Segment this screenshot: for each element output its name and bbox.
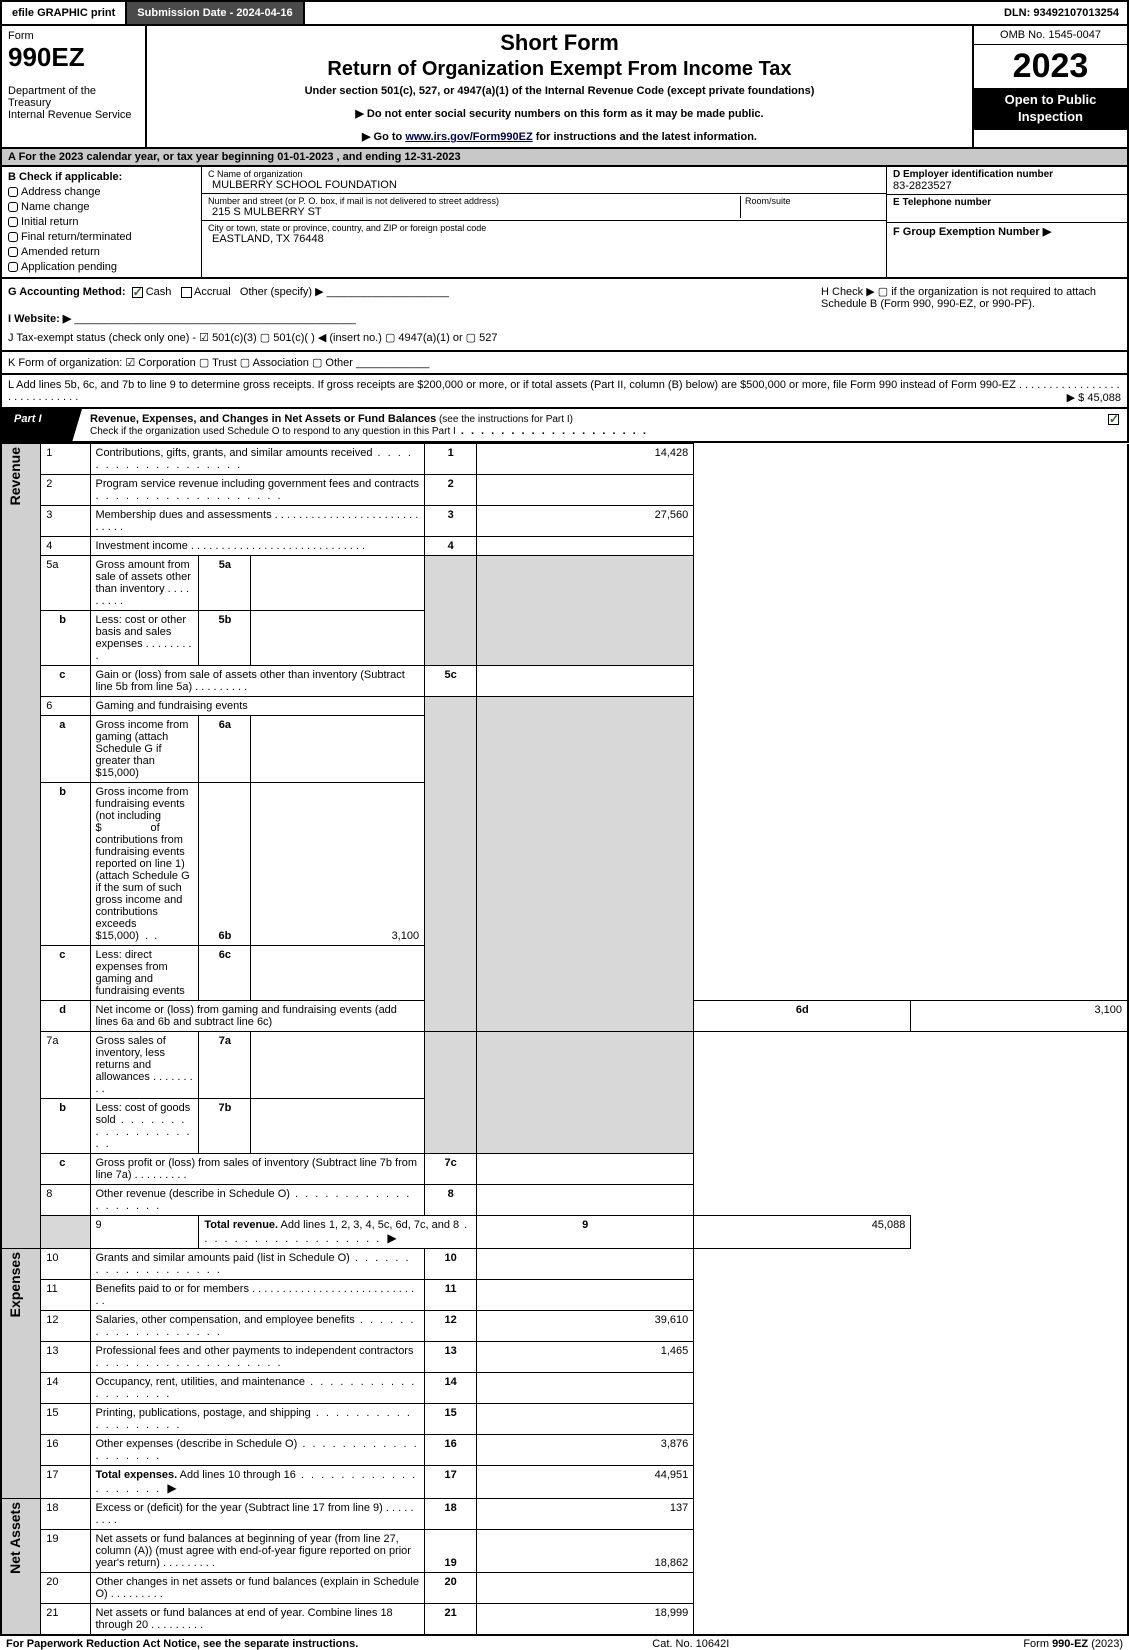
form-header: Form 990EZ Department of the Treasury In… <box>0 26 1129 149</box>
org-street: 215 S MULBERRY ST <box>208 206 740 218</box>
form-number: 990EZ <box>8 42 139 73</box>
column-c: C Name of organization MULBERRY SCHOOL F… <box>202 167 887 277</box>
e-row: E Telephone number <box>887 195 1127 223</box>
goto-prefix: ▶ Go to <box>362 131 405 143</box>
line-11: 11Benefits paid to or for members 11 <box>1 1280 1128 1311</box>
part1-sub: Check if the organization used Schedule … <box>90 426 456 437</box>
l-text: L Add lines 5b, 6c, and 7b to line 9 to … <box>8 379 1016 391</box>
chk-initial-return[interactable]: Initial return <box>8 216 195 228</box>
column-b: B Check if applicable: Address change Na… <box>2 167 202 277</box>
goto-line: ▶ Go to www.irs.gov/Form990EZ for instru… <box>155 130 964 143</box>
column-def: D Employer identification number 83-2823… <box>887 167 1127 277</box>
line-19: 19Net assets or fund balances at beginni… <box>1 1530 1128 1573</box>
line-9: 9Total revenue. Add lines 1, 2, 3, 4, 5c… <box>1 1216 1128 1249</box>
row-k: K Form of organization: ☑ Corporation ▢ … <box>0 352 1129 375</box>
row-l: L Add lines 5b, 6c, and 7b to line 9 to … <box>0 375 1129 409</box>
irs-link[interactable]: www.irs.gov/Form990EZ <box>405 131 532 143</box>
header-left: Form 990EZ Department of the Treasury In… <box>2 26 147 147</box>
line-20: 20Other changes in net assets or fund ba… <box>1 1573 1128 1604</box>
line-14: 14Occupancy, rent, utilities, and mainte… <box>1 1373 1128 1404</box>
footer-left: For Paperwork Reduction Act Notice, see … <box>6 1638 358 1650</box>
ssn-warning: ▶ Do not enter social security numbers o… <box>155 107 964 120</box>
inspection-badge: Open to Public Inspection <box>974 88 1127 130</box>
line-4: 4Investment income 4 <box>1 537 1128 556</box>
c-city-row: City or town, state or province, country… <box>202 221 886 247</box>
tax-year: 2023 <box>974 45 1127 88</box>
footer-right: Form 990-EZ (2023) <box>1023 1638 1123 1650</box>
chk-cash[interactable] <box>132 287 143 298</box>
chk-final-return[interactable]: Final return/terminated <box>8 231 195 243</box>
dln-label: DLN: 93492107013254 <box>1004 7 1127 19</box>
f-label: F Group Exemption Number ▶ <box>893 225 1121 238</box>
footer-center: Cat. No. 10642I <box>652 1638 729 1650</box>
i-website: I Website: ▶ ___________________________… <box>8 312 821 325</box>
line-2: 2Program service revenue including gover… <box>1 475 1128 506</box>
form-word: Form <box>8 30 139 42</box>
c-street-row: Number and street (or P. O. box, if mail… <box>202 194 886 221</box>
room-suite-label: Room/suite <box>740 196 880 218</box>
vlabel-expenses: Expenses <box>1 1249 41 1499</box>
c-street-label: Number and street (or P. O. box, if mail… <box>208 196 499 206</box>
line-16: 16Other expenses (describe in Schedule O… <box>1 1435 1128 1466</box>
omb-number: OMB No. 1545-0047 <box>974 26 1127 45</box>
line-12: 12Salaries, other compensation, and empl… <box>1 1311 1128 1342</box>
l-amount: ▶ $ 45,088 <box>1067 391 1121 404</box>
header-center: Short Form Return of Organization Exempt… <box>147 26 972 147</box>
e-label: E Telephone number <box>893 197 1121 208</box>
part1-header: Part I Revenue, Expenses, and Changes in… <box>0 409 1129 443</box>
title-short-form: Short Form <box>155 30 964 56</box>
info-grid: B Check if applicable: Address change Na… <box>0 167 1129 279</box>
k-form-of-org: K Form of organization: ☑ Corporation ▢ … <box>8 357 353 369</box>
line-1: Revenue 1Contributions, gifts, grants, a… <box>1 444 1128 475</box>
part1-checkbox[interactable] <box>1100 409 1127 441</box>
org-name: MULBERRY SCHOOL FOUNDATION <box>208 179 880 191</box>
section-ghij: G Accounting Method: Cash Accrual Other … <box>0 279 1129 352</box>
chk-name-change[interactable]: Name change <box>8 201 195 213</box>
part1-tab: Part I <box>2 409 82 441</box>
f-row: F Group Exemption Number ▶ <box>887 223 1127 240</box>
chk-accrual[interactable] <box>181 287 192 298</box>
top-bar-left: efile GRAPHIC print Submission Date - 20… <box>2 2 305 24</box>
line-10: Expenses 10Grants and similar amounts pa… <box>1 1249 1128 1280</box>
line-7a: 7aGross sales of inventory, less returns… <box>1 1032 1128 1099</box>
line-7c: cGross profit or (loss) from sales of in… <box>1 1154 1128 1185</box>
g-accounting-method: G Accounting Method: Cash Accrual Other … <box>8 285 821 298</box>
row-a-tax-year: A For the 2023 calendar year, or tax yea… <box>0 149 1129 167</box>
chk-application-pending[interactable]: Application pending <box>8 261 195 273</box>
c-name-label: C Name of organization <box>208 169 303 179</box>
line-5a: 5aGross amount from sale of assets other… <box>1 556 1128 611</box>
c-name-row: C Name of organization MULBERRY SCHOOL F… <box>202 167 886 194</box>
top-bar: efile GRAPHIC print Submission Date - 20… <box>0 0 1129 26</box>
ein-value: 83-2823527 <box>893 180 1121 192</box>
h-schedule-b: H Check ▶ ▢ if the organization is not r… <box>821 285 1121 344</box>
vlabel-revenue: Revenue <box>1 444 41 1249</box>
c-city-label: City or town, state or province, country… <box>208 223 486 233</box>
dept-label: Department of the Treasury Internal Reve… <box>8 85 139 121</box>
d-label: D Employer identification number <box>893 169 1121 180</box>
d-row: D Employer identification number 83-2823… <box>887 167 1127 195</box>
subtitle: Under section 501(c), 527, or 4947(a)(1)… <box>155 85 964 97</box>
chk-amended-return[interactable]: Amended return <box>8 246 195 258</box>
org-city: EASTLAND, TX 76448 <box>208 233 880 245</box>
line-5c: cGain or (loss) from sale of assets othe… <box>1 666 1128 697</box>
line-17: 17Total expenses. Add lines 10 through 1… <box>1 1466 1128 1499</box>
line-13: 13Professional fees and other payments t… <box>1 1342 1128 1373</box>
j-tax-exempt: J Tax-exempt status (check only one) - ☑… <box>8 331 821 344</box>
line-6: 6Gaming and fundraising events <box>1 697 1128 716</box>
submission-date-button[interactable]: Submission Date - 2024-04-16 <box>127 2 304 24</box>
goto-suffix: for instructions and the latest informat… <box>533 131 757 143</box>
vlabel-netassets: Net Assets <box>1 1499 41 1636</box>
line-3: 3Membership dues and assessments 327,560 <box>1 506 1128 537</box>
footer: For Paperwork Reduction Act Notice, see … <box>0 1636 1129 1650</box>
efile-print-button[interactable]: efile GRAPHIC print <box>2 2 127 24</box>
line-8: 8Other revenue (describe in Schedule O) … <box>1 1185 1128 1216</box>
line-15: 15Printing, publications, postage, and s… <box>1 1404 1128 1435</box>
header-right: OMB No. 1545-0047 2023 Open to Public In… <box>972 26 1127 147</box>
b-label: B Check if applicable: <box>8 171 195 183</box>
lines-table: Revenue 1Contributions, gifts, grants, a… <box>0 443 1129 1636</box>
title-return: Return of Organization Exempt From Incom… <box>155 58 964 81</box>
part1-title: Revenue, Expenses, and Changes in Net As… <box>82 409 1100 441</box>
chk-address-change[interactable]: Address change <box>8 186 195 198</box>
line-21: 21Net assets or fund balances at end of … <box>1 1604 1128 1636</box>
